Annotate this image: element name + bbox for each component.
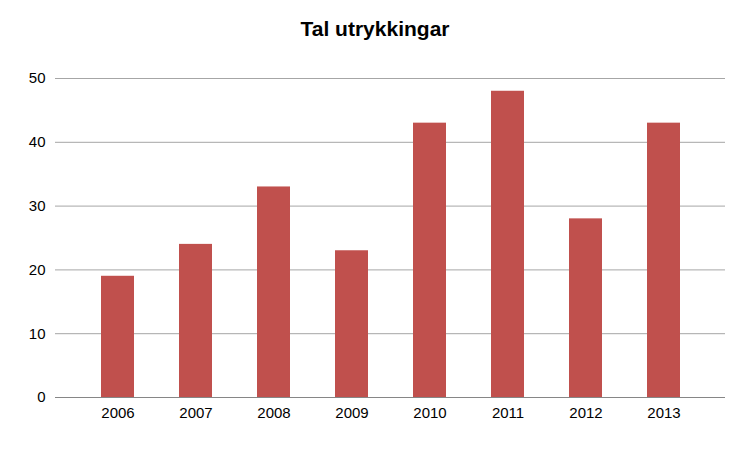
svg-text:2006: 2006 xyxy=(101,404,134,421)
svg-text:20: 20 xyxy=(29,261,46,278)
svg-text:10: 10 xyxy=(29,325,46,342)
svg-text:50: 50 xyxy=(29,69,46,86)
svg-text:2012: 2012 xyxy=(569,404,602,421)
html-text:Tal utrykkingar: Tal utrykkingar xyxy=(300,17,450,40)
svg-text:30: 30 xyxy=(29,197,46,214)
svg-text:2007: 2007 xyxy=(179,404,212,421)
svg-text:2013: 2013 xyxy=(647,404,680,421)
svg-text:2009: 2009 xyxy=(335,404,368,421)
svg-text:2008: 2008 xyxy=(257,404,290,421)
svg-text:40: 40 xyxy=(29,133,46,150)
svg-text:2010: 2010 xyxy=(413,404,446,421)
svg-text:0: 0 xyxy=(37,388,45,405)
svg-text:2011: 2011 xyxy=(492,404,524,421)
